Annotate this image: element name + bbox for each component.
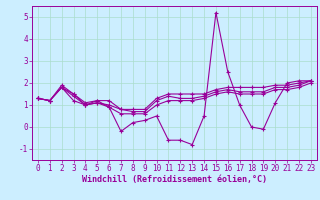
- X-axis label: Windchill (Refroidissement éolien,°C): Windchill (Refroidissement éolien,°C): [82, 175, 267, 184]
